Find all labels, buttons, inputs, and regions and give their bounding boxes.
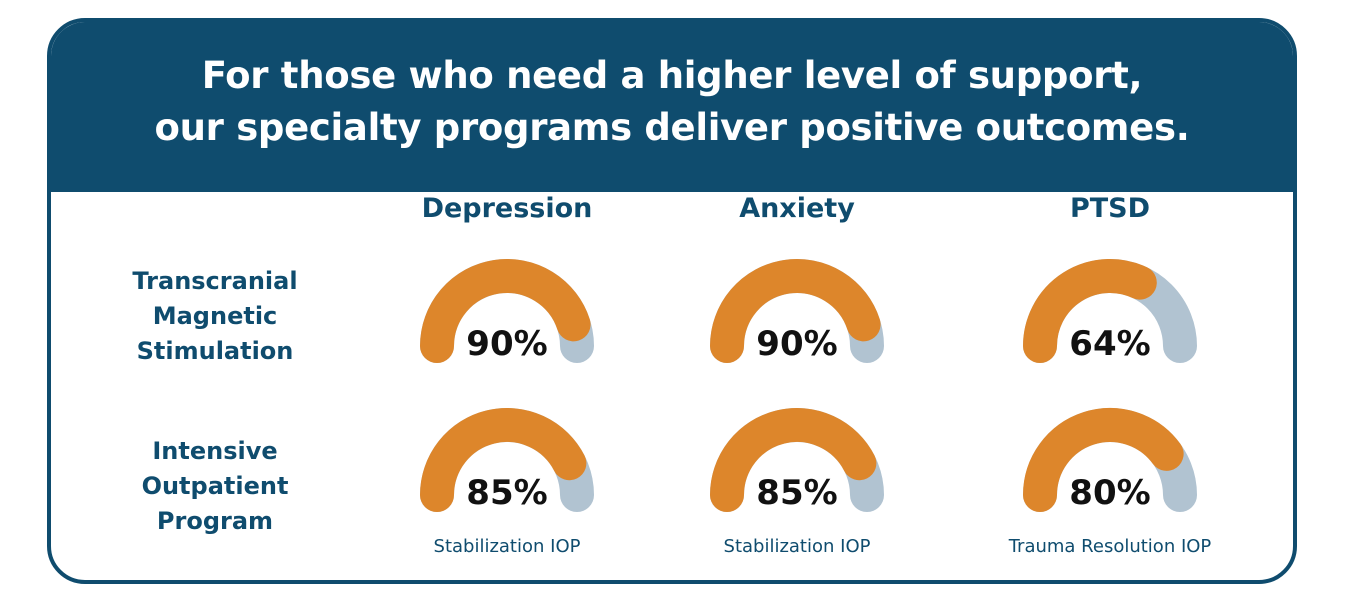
row-label-line: Program [156,507,274,535]
gauge-value-label: 90% [466,324,548,364]
gauge-tms-ptsd [1023,259,1197,363]
gauge-value-label: 85% [466,473,548,513]
outcomes-card: For those who need a higher level of sup… [47,18,1297,584]
program-caption: Stabilization IOP [433,536,581,557]
gauge-fill [710,259,881,363]
gauge-tms-anxiety [710,259,884,363]
headline-line-1: For those who need a higher level of sup… [201,54,1143,97]
headline-banner: For those who need a higher level of sup… [51,22,1293,192]
gauge-value-label: 85% [756,473,838,513]
program-caption: Stabilization IOP [723,536,871,557]
gauge-iop-ptsd [1023,408,1197,512]
gauge-iop-anxiety [710,408,884,512]
row-label-tms: Transcranial Magnetic Stimulation [100,264,330,369]
gauge-fill [420,408,587,512]
headline-line-2: our specialty programs deliver positive … [154,106,1190,149]
column-header-ptsd: PTSD [1069,193,1151,224]
gauge-fill [420,259,591,363]
gauge-value-label: 80% [1069,473,1151,513]
row-label-line: Magnetic [152,302,278,330]
gauge-fill [710,408,877,512]
row-label-line: Transcranial [132,267,298,295]
headline: For those who need a higher level of sup… [51,50,1293,154]
gauge-fill [1023,408,1184,512]
row-label-line: Outpatient [141,472,289,500]
gauge-value-label: 64% [1069,324,1151,364]
column-header-depression: Depression [421,193,593,224]
gauge-tms-depression [420,259,594,363]
program-caption: Trauma Resolution IOP [1008,536,1212,557]
gauge-fill [1023,259,1157,363]
row-label-line: Intensive [152,437,278,465]
column-header-anxiety: Anxiety [739,193,855,224]
gauge-value-label: 90% [756,324,838,364]
row-label-iop: Intensive Outpatient Program [100,434,330,539]
gauge-iop-depression [420,408,594,512]
row-label-line: Stimulation [136,337,294,365]
